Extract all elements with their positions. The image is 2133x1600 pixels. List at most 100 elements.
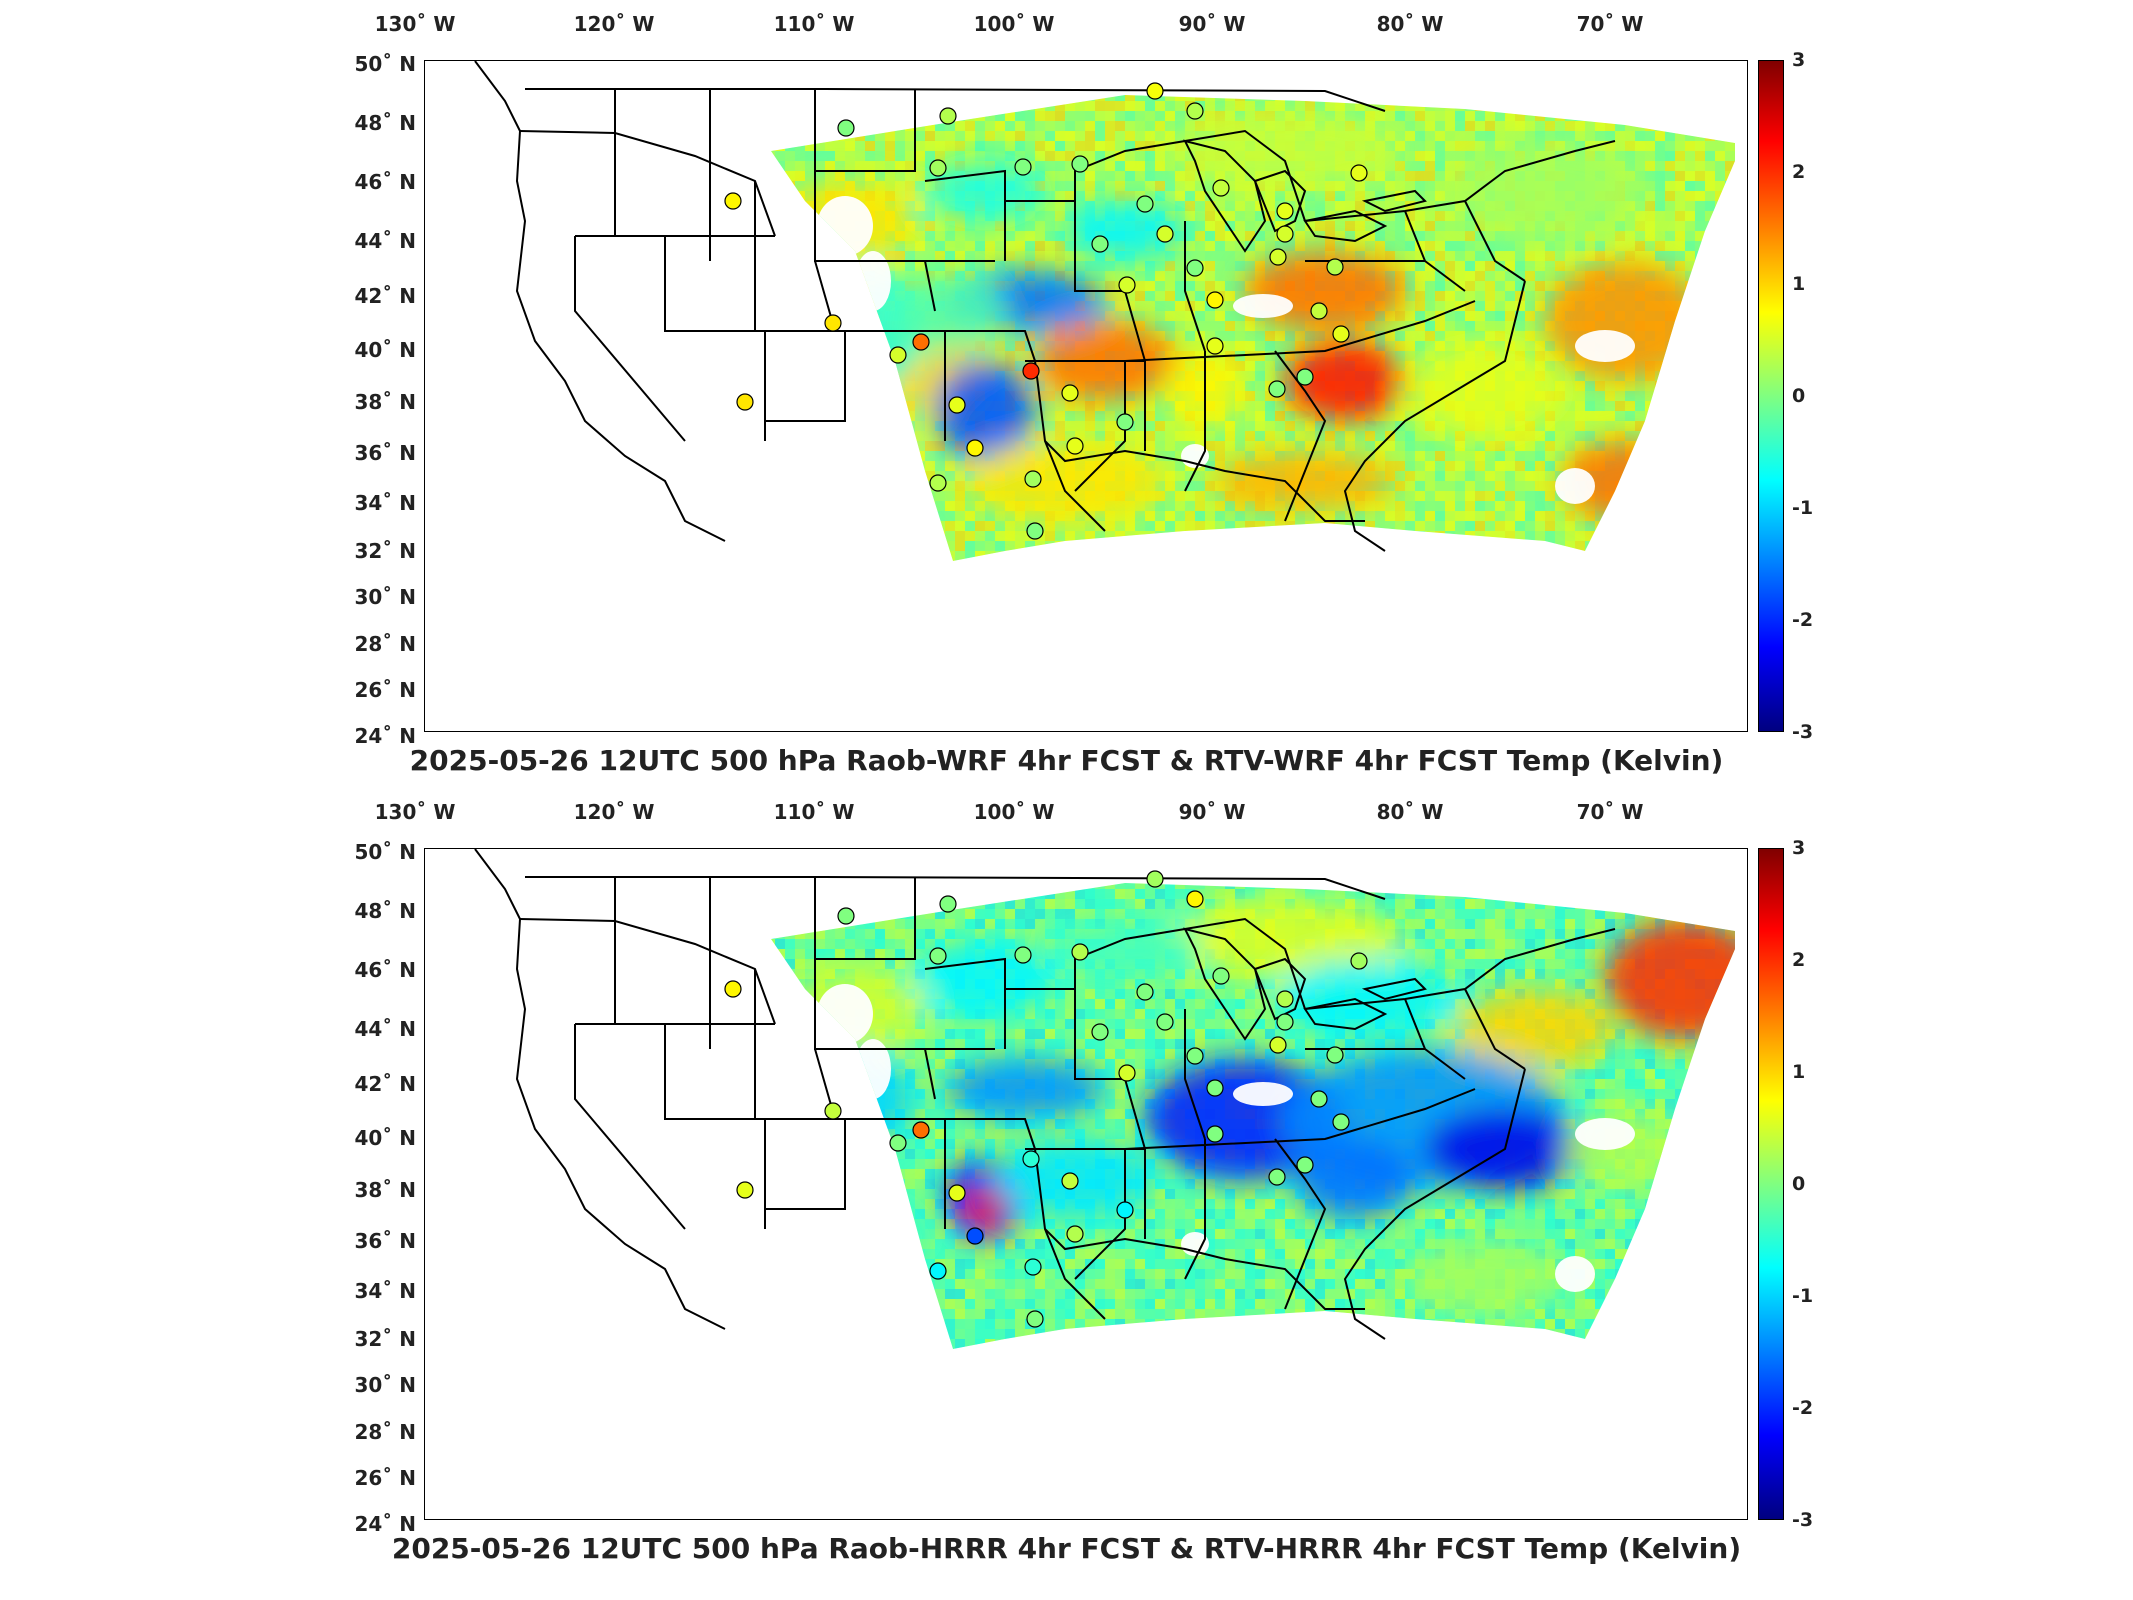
station-marker	[1026, 522, 1044, 540]
colorbar-tick-label: 1	[1792, 272, 1806, 295]
station-marker	[1296, 368, 1314, 386]
station-marker	[1276, 225, 1294, 243]
missing-data-patch	[817, 984, 873, 1044]
station-marker	[1136, 195, 1154, 213]
latitude-label: 50˚ N	[354, 52, 416, 76]
colorbar-tick-label: 3	[1792, 49, 1806, 71]
colorbar-tick-label: 2	[1792, 949, 1806, 972]
station-marker	[1091, 1023, 1109, 1041]
station-marker	[1156, 225, 1174, 243]
station-marker	[1024, 1258, 1042, 1276]
latitude-label: 26˚ N	[354, 678, 416, 702]
station-marker	[1276, 990, 1294, 1008]
station-marker	[1206, 1079, 1224, 1097]
colorbar	[1758, 848, 1784, 1520]
station-marker	[1326, 258, 1344, 276]
colorbar-tick-label: -3	[1792, 721, 1814, 743]
state-boundaries	[474, 61, 1616, 552]
longitude-label: 80˚ W	[1376, 800, 1444, 824]
latitude-label: 46˚ N	[354, 170, 416, 194]
station-marker	[1146, 870, 1164, 888]
station-marker	[837, 119, 855, 137]
station-marker	[1071, 155, 1089, 173]
longitude-label: 70˚ W	[1576, 12, 1644, 36]
station-marker	[736, 393, 754, 411]
station-marker	[1186, 1047, 1204, 1065]
station-marker	[1326, 1046, 1344, 1064]
latitude-label: 42˚ N	[354, 284, 416, 308]
station-marker	[912, 1121, 930, 1139]
longitude-label: 120˚ W	[573, 12, 655, 36]
station-marker	[824, 314, 842, 332]
latitude-label: 38˚ N	[354, 390, 416, 414]
latitude-label: 42˚ N	[354, 1072, 416, 1096]
station-marker	[736, 1181, 754, 1199]
latitude-label: 28˚ N	[354, 632, 416, 656]
map-frame	[424, 60, 1748, 732]
longitude-label: 130˚ W	[374, 800, 456, 824]
station-marker	[1332, 1113, 1350, 1131]
colorbar-tick-label: -3	[1792, 1509, 1814, 1531]
longitude-label: 100˚ W	[973, 12, 1055, 36]
station-marker	[1014, 158, 1032, 176]
colorbar	[1758, 60, 1784, 732]
latitude-label: 24˚ N	[354, 724, 416, 748]
map-panel-bottom: 130˚ W 120˚ W 110˚ W 100˚ W 90˚ W 80˚ W 70˚ W …	[0, 790, 2133, 1590]
station-marker	[1091, 235, 1109, 253]
station-marker	[1350, 952, 1368, 970]
station-marker	[948, 396, 966, 414]
latitude-label: 28˚ N	[354, 1420, 416, 1444]
station-marker	[1066, 1225, 1084, 1243]
latitude-label: 48˚ N	[354, 899, 416, 923]
state-boundaries	[474, 849, 1616, 1340]
raob-stations	[724, 870, 1368, 1328]
station-marker	[1206, 337, 1224, 355]
map-frame	[424, 848, 1748, 1520]
missing-data-patch	[1233, 1082, 1293, 1106]
station-marker	[1026, 1310, 1044, 1328]
station-marker	[1186, 102, 1204, 120]
station-marker	[1116, 1201, 1134, 1219]
station-marker	[912, 333, 930, 351]
station-marker	[929, 1262, 947, 1280]
longitude-label: 130˚ W	[374, 12, 456, 36]
latitude-label: 30˚ N	[354, 1373, 416, 1397]
longitude-label: 120˚ W	[573, 800, 655, 824]
station-marker	[1022, 362, 1040, 380]
station-marker	[1186, 890, 1204, 908]
latitude-label: 44˚ N	[354, 1017, 416, 1041]
colorbar-tick-label: -2	[1792, 608, 1814, 631]
station-marker	[1268, 380, 1286, 398]
station-marker	[1276, 1013, 1294, 1031]
panel-title: 2025-05-26 12UTC 500 hPa Raob-WRF 4hr FC…	[409, 744, 1724, 777]
longitude-label: 90˚ W	[1178, 800, 1246, 824]
latitude-label: 34˚ N	[354, 491, 416, 515]
station-marker	[837, 907, 855, 925]
missing-data-patch	[1575, 1118, 1635, 1150]
station-marker	[1206, 1125, 1224, 1143]
latitude-label: 30˚ N	[354, 585, 416, 609]
latitude-label: 40˚ N	[354, 338, 416, 362]
station-marker	[1024, 470, 1042, 488]
station-marker	[1186, 259, 1204, 277]
missing-data-patch	[1575, 330, 1635, 362]
temperature-difference-map	[474, 849, 1735, 1349]
latitude-label: 48˚ N	[354, 111, 416, 135]
latitude-label: 34˚ N	[354, 1279, 416, 1303]
colorbar-tick-label: 0	[1792, 385, 1806, 407]
station-marker	[1296, 1156, 1314, 1174]
station-marker	[1310, 1090, 1328, 1108]
colorbar-tick-label: 2	[1792, 161, 1806, 184]
station-marker	[1116, 413, 1134, 431]
raob-stations	[724, 82, 1368, 540]
station-marker	[966, 439, 984, 457]
station-marker	[1332, 325, 1350, 343]
station-marker	[1061, 1172, 1079, 1190]
colorbar-tick-label: 1	[1792, 1060, 1806, 1083]
station-marker	[1061, 384, 1079, 402]
station-marker	[929, 947, 947, 965]
station-marker	[824, 1102, 842, 1120]
colorbar-tick-label: 0	[1792, 1173, 1806, 1195]
station-marker	[966, 1227, 984, 1245]
latitude-label: 32˚ N	[354, 539, 416, 563]
